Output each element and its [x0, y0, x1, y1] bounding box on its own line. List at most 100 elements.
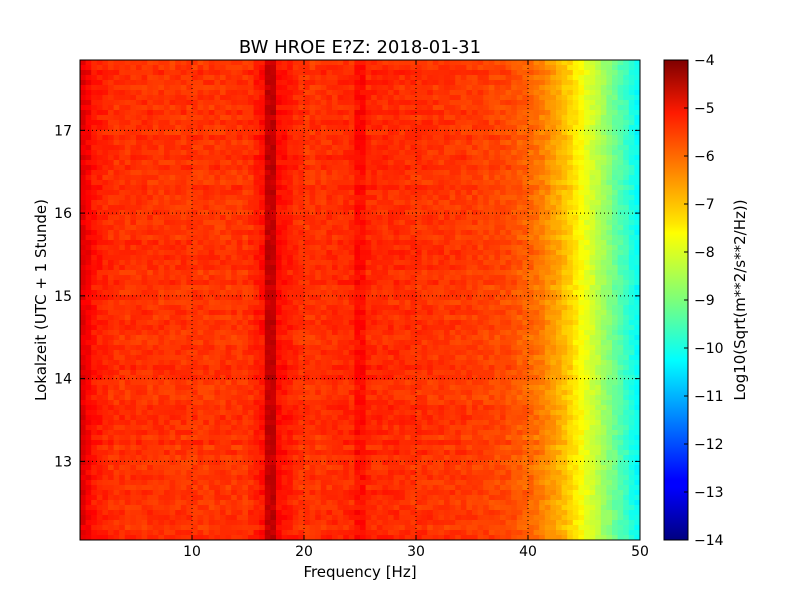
heatmap-cell — [136, 190, 143, 196]
heatmap-cell — [365, 255, 372, 261]
heatmap-cell — [264, 260, 271, 266]
heatmap-cell — [550, 80, 557, 86]
heatmap-cell — [477, 160, 484, 166]
heatmap-cell — [533, 145, 540, 151]
heatmap-cell — [208, 250, 215, 256]
heatmap-cell — [337, 85, 344, 91]
heatmap-cell — [164, 70, 171, 76]
heatmap-cell — [304, 140, 311, 146]
heatmap-cell — [449, 105, 456, 111]
heatmap-cell — [287, 265, 294, 271]
heatmap-cell — [332, 240, 339, 246]
heatmap-cell — [410, 305, 417, 311]
heatmap-cell — [460, 235, 467, 241]
heatmap-cell — [421, 65, 428, 71]
heatmap-cell — [427, 195, 434, 201]
heatmap-cell — [186, 230, 193, 236]
heatmap-cell — [528, 235, 535, 241]
heatmap-cell — [449, 240, 456, 246]
heatmap-cell — [477, 185, 484, 191]
heatmap-cell — [600, 230, 607, 236]
heatmap-cell — [91, 155, 98, 161]
heatmap-cell — [393, 230, 400, 236]
heatmap-cell — [556, 140, 563, 146]
heatmap-cell — [477, 215, 484, 221]
heatmap-cell — [102, 165, 109, 171]
heatmap-cell — [259, 295, 266, 301]
heatmap-cell — [259, 130, 266, 136]
heatmap-cell — [500, 305, 507, 311]
heatmap-cell — [85, 160, 92, 166]
heatmap-cell — [567, 95, 574, 101]
heatmap-cell — [444, 205, 451, 211]
heatmap-cell — [376, 130, 383, 136]
heatmap-cell — [533, 110, 540, 116]
heatmap-cell — [354, 80, 361, 86]
heatmap-cell — [253, 145, 260, 151]
heatmap-cell — [354, 155, 361, 161]
heatmap-cell — [584, 235, 591, 241]
heatmap-cell — [584, 175, 591, 181]
heatmap-cell — [264, 300, 271, 306]
heatmap-cell — [220, 305, 227, 311]
heatmap-cell — [628, 230, 635, 236]
heatmap-cell — [623, 170, 630, 176]
heatmap-cell — [147, 290, 154, 296]
heatmap-cell — [421, 140, 428, 146]
heatmap-cell — [270, 275, 277, 281]
heatmap-cell — [119, 190, 126, 196]
heatmap-cell — [432, 230, 439, 236]
heatmap-cell — [259, 110, 266, 116]
heatmap-cell — [606, 280, 613, 286]
heatmap-cell — [208, 260, 215, 266]
heatmap-cell — [320, 270, 327, 276]
heatmap-cell — [85, 215, 92, 221]
heatmap-cell — [141, 220, 148, 226]
heatmap-cell — [332, 205, 339, 211]
heatmap-cell — [315, 200, 322, 206]
heatmap-cell — [556, 255, 563, 261]
heatmap-cell — [343, 100, 350, 106]
heatmap-cell — [393, 95, 400, 101]
heatmap-cell — [561, 170, 568, 176]
heatmap-cell — [360, 300, 367, 306]
heatmap-cell — [158, 245, 165, 251]
heatmap-cell — [404, 260, 411, 266]
heatmap-cell — [197, 145, 204, 151]
heatmap-cell — [225, 170, 232, 176]
heatmap-cell — [550, 280, 557, 286]
heatmap-cell — [488, 190, 495, 196]
heatmap-cell — [147, 270, 154, 276]
heatmap-cell — [483, 110, 490, 116]
heatmap-cell — [600, 155, 607, 161]
heatmap-cell — [449, 155, 456, 161]
heatmap-cell — [124, 155, 131, 161]
heatmap-cell — [231, 155, 238, 161]
heatmap-cell — [494, 200, 501, 206]
heatmap-cell — [528, 295, 535, 301]
heatmap-cell — [500, 205, 507, 211]
heatmap-cell — [404, 160, 411, 166]
heatmap-cell — [438, 280, 445, 286]
heatmap-cell — [382, 295, 389, 301]
heatmap-cell — [628, 280, 635, 286]
heatmap-cell — [623, 290, 630, 296]
heatmap-cell — [91, 230, 98, 236]
heatmap-cell — [606, 160, 613, 166]
heatmap-cell — [332, 80, 339, 86]
heatmap-cell — [388, 270, 395, 276]
heatmap-cell — [466, 180, 473, 186]
heatmap-cell — [203, 145, 210, 151]
heatmap-cell — [292, 235, 299, 241]
heatmap-cell — [444, 250, 451, 256]
heatmap-cell — [175, 305, 182, 311]
heatmap-cell — [225, 225, 232, 231]
heatmap-cell — [544, 170, 551, 176]
heatmap-cell — [264, 295, 271, 301]
heatmap-cell — [606, 75, 613, 81]
heatmap-cell — [208, 255, 215, 261]
heatmap-cell — [544, 200, 551, 206]
heatmap-cell — [180, 220, 187, 226]
heatmap-cell — [399, 65, 406, 71]
heatmap-cell — [589, 60, 596, 66]
